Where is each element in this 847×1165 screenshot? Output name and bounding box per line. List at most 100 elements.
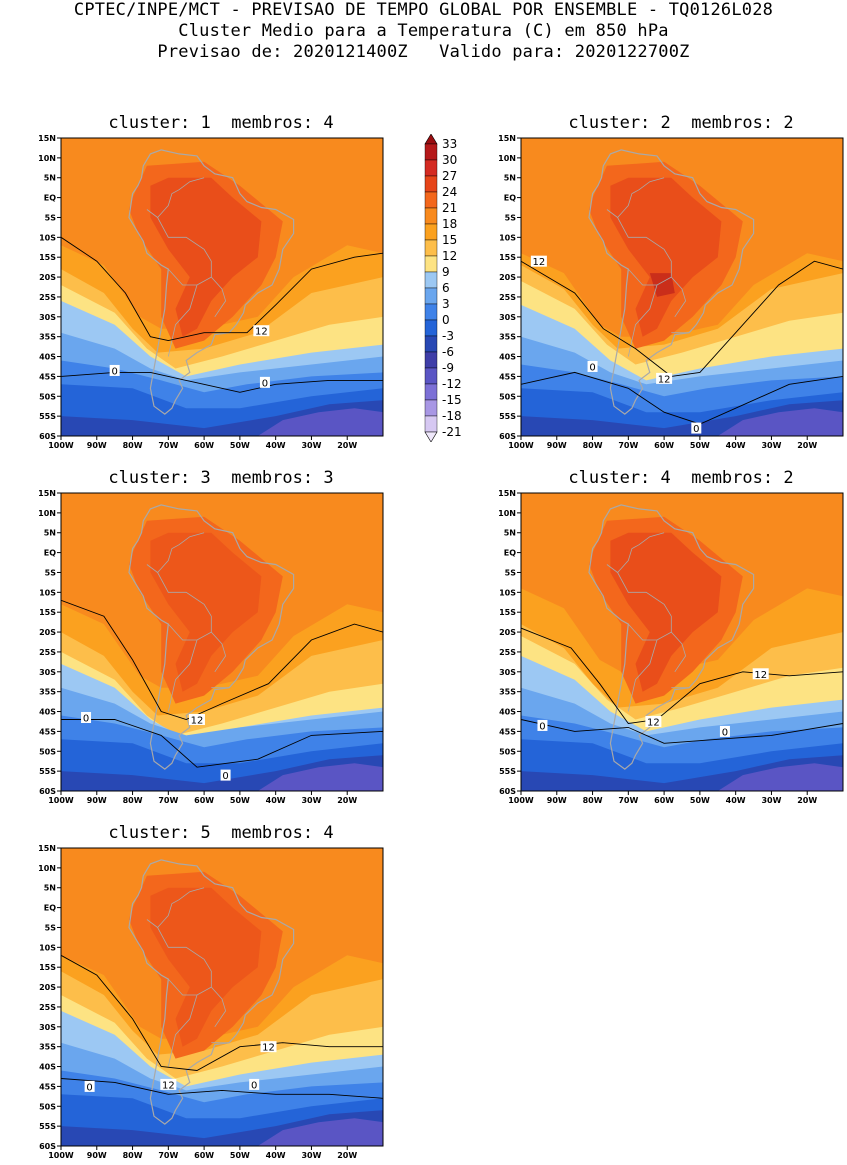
lat-tick-label: 5N — [504, 174, 516, 183]
lat-tick-label: 15S — [39, 608, 56, 617]
lat-tick-label: 45S — [39, 727, 56, 736]
lat-tick-label: EQ — [44, 904, 56, 913]
contour-line-0 — [521, 719, 843, 744]
colorbar-swatch — [424, 175, 438, 193]
svg-text:12: 12 — [191, 715, 204, 726]
colorbar-arrow-bottom — [424, 431, 438, 442]
colorbar-swatch — [424, 415, 438, 433]
map-svg: 12 0 12 0 15N 10N 5N EQ 5S 10S 15S 20S 25S 30S 35S 40S 4… — [498, 489, 844, 805]
country-border — [167, 639, 198, 712]
lon-tick-label: 100W — [48, 441, 74, 450]
lat-tick-label: 10N — [498, 154, 516, 163]
colorbar-swatch — [424, 191, 438, 209]
country-border — [167, 994, 198, 1067]
lon-tick-label: 60W — [194, 796, 214, 805]
lon-tick-label: 20W — [797, 796, 817, 805]
contour-label: 12 — [253, 325, 270, 338]
lat-tick-label: 30S — [499, 313, 516, 322]
panel-title: cluster: 1 membros: 4 — [108, 113, 334, 133]
contour-label: 12 — [656, 372, 673, 385]
coastline — [588, 504, 755, 770]
colorbar-swatch — [424, 351, 438, 369]
map-svg: 12 0 12 0 15N 10N 5N EQ 5S 10S 15S 20S 25S 30S 35S 40S 4… — [38, 844, 384, 1160]
lat-tick-label: 25S — [39, 293, 56, 302]
lat-tick-label: 5S — [45, 568, 57, 577]
colorbar-swatch — [424, 207, 438, 225]
colorbar-swatch — [424, 335, 438, 353]
colorbar-swatch — [424, 287, 438, 305]
lat-tick-label: 10S — [39, 233, 56, 242]
lat-tick-label: 55S — [39, 767, 56, 776]
colorbar-tick-label: 9 — [442, 265, 450, 279]
lat-tick-label: 30S — [39, 313, 56, 322]
colorbar-swatch — [424, 319, 438, 337]
lat-tick-label: 35S — [39, 1043, 56, 1052]
country-border — [157, 532, 212, 641]
country-border — [606, 564, 618, 573]
colorbar-swatch — [424, 159, 438, 177]
lon-tick-label: 90W — [87, 1151, 107, 1160]
lat-tick-label: 10N — [498, 509, 516, 518]
colorbar-tick-label: 12 — [442, 249, 458, 263]
colorbar-tick-label: 6 — [442, 281, 450, 295]
colorbar-swatch — [424, 303, 438, 321]
lon-tick-label: 50W — [230, 441, 250, 450]
lat-tick-label: 10S — [39, 588, 56, 597]
svg-text:0: 0 — [539, 721, 545, 732]
lat-tick-label: 45S — [499, 727, 516, 736]
map-frame — [60, 492, 384, 792]
lat-tick-label: 30S — [39, 1023, 56, 1032]
coastline — [128, 149, 295, 415]
lat-tick-label: 25S — [39, 1003, 56, 1012]
coastline — [128, 504, 295, 770]
lon-tick-label: 60W — [654, 796, 674, 805]
colorbar-swatch — [424, 223, 438, 241]
lat-tick-label: 10S — [39, 943, 56, 952]
svg-text:12: 12 — [162, 1080, 175, 1091]
lat-tick-label: 20S — [39, 273, 56, 282]
map-svg: 12 0 12 0 15N 10N 5N EQ 5S 10S 15S 20S 25S 30S 35S 40S 4… — [498, 134, 844, 450]
contour-label: 0 — [109, 364, 120, 377]
lat-tick-label: 5S — [45, 923, 57, 932]
colorbar-tick-label: 24 — [442, 185, 458, 199]
map-frame — [60, 847, 384, 1147]
contour-label: 12 — [645, 715, 662, 728]
lat-tick-label: 50S — [39, 747, 56, 756]
country-border — [211, 276, 227, 318]
lon-tick-label: 100W — [48, 1151, 74, 1160]
svg-text:12: 12 — [647, 717, 660, 728]
lon-tick-label: 20W — [337, 796, 357, 805]
lat-tick-label: EQ — [504, 549, 516, 558]
contour-label: 0 — [587, 360, 598, 373]
colorbar-swatch — [424, 383, 438, 401]
lon-tick-label: 70W — [158, 441, 178, 450]
lat-tick-label: 5N — [44, 884, 56, 893]
contour-label: 0 — [81, 711, 92, 724]
land-temperature-shading — [129, 871, 283, 1059]
country-border — [146, 564, 158, 573]
country-border — [211, 986, 227, 1028]
lon-tick-label: 20W — [797, 441, 817, 450]
colorbar-tick-label: 21 — [442, 201, 458, 215]
lat-tick-label: 40S — [39, 353, 56, 362]
country-border — [627, 284, 658, 357]
lat-tick-label: 15N — [38, 844, 56, 853]
lon-tick-label: 40W — [266, 1151, 286, 1160]
temperature-field — [61, 848, 383, 1146]
country-border — [617, 532, 672, 641]
temperature-field — [61, 138, 383, 436]
lat-tick-label: 5N — [44, 174, 56, 183]
lat-tick-label: 25S — [499, 293, 516, 302]
contour-label: 12 — [188, 713, 205, 726]
lat-tick-label: 55S — [499, 767, 516, 776]
land-temperature-shading — [589, 161, 743, 349]
lon-tick-label: 100W — [508, 441, 534, 450]
lon-tick-label: 70W — [618, 441, 638, 450]
svg-text:12: 12 — [255, 327, 268, 338]
temperature-field — [61, 493, 383, 791]
colorbar-swatch — [424, 239, 438, 257]
lat-tick-label: 5S — [505, 568, 517, 577]
lon-tick-label: 60W — [194, 1151, 214, 1160]
lat-tick-label: 20S — [499, 628, 516, 637]
lon-tick-label: 90W — [87, 796, 107, 805]
